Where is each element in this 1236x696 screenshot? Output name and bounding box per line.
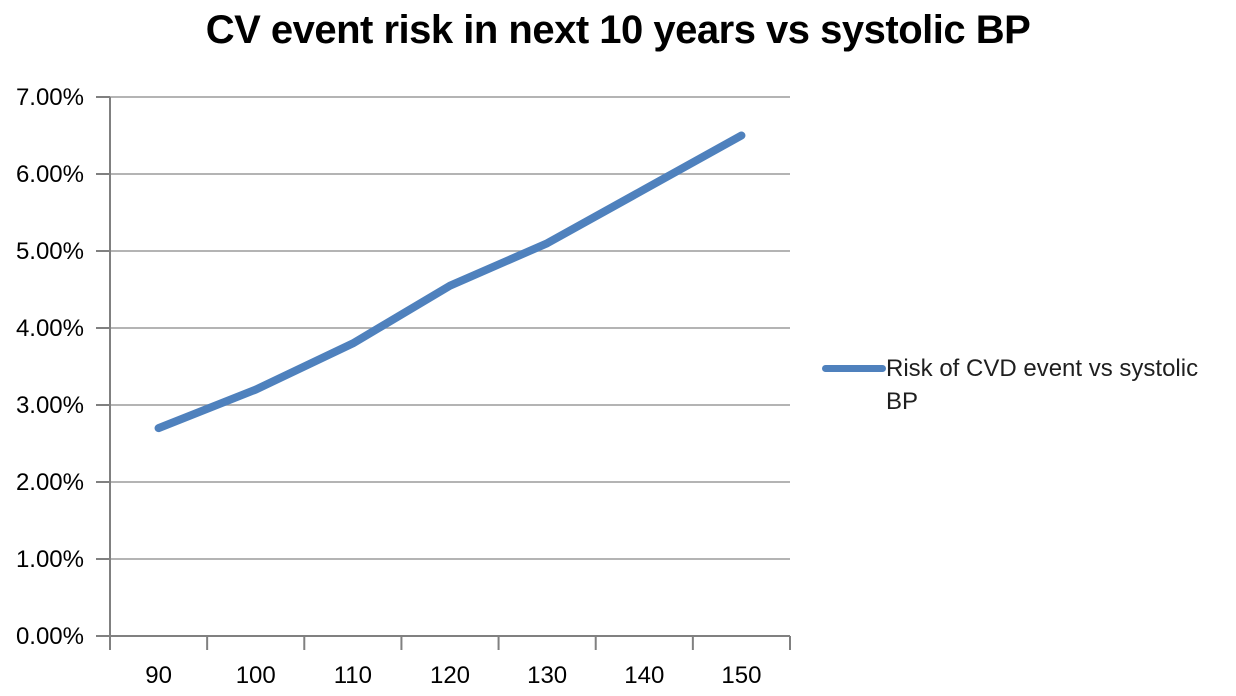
x-axis-tick-label: 140 [624,662,664,689]
y-axis-tick-label: 2.00% [16,469,84,496]
x-axis-tick-label: 120 [430,662,470,689]
legend-label: Risk of CVD event vs systolic BP [886,355,1199,415]
y-axis-tick-label: 0.00% [16,623,84,650]
x-axis-tick-label: 110 [334,662,372,689]
x-axis-tick-label: 100 [236,662,276,689]
x-axis-tick-label: 130 [527,662,567,689]
y-axis-tick-label: 6.00% [16,161,84,188]
y-axis-tick-label: 3.00% [16,392,84,419]
chart-title: CV event risk in next 10 years vs systol… [205,8,1031,52]
y-axis-tick-label: 1.00% [16,546,84,573]
x-axis-tick-label: 150 [721,662,761,689]
data-series-line [154,131,746,433]
x-axis-tick-label: 90 [145,662,172,689]
y-axis-tick-label: 7.00% [16,84,84,111]
legend-line-swatch [822,365,886,372]
y-axis-tick-label: 5.00% [16,238,84,265]
legend: Risk of CVD event vs systolic BP [822,352,1236,418]
y-axis-tick-label: 4.00% [16,315,84,342]
